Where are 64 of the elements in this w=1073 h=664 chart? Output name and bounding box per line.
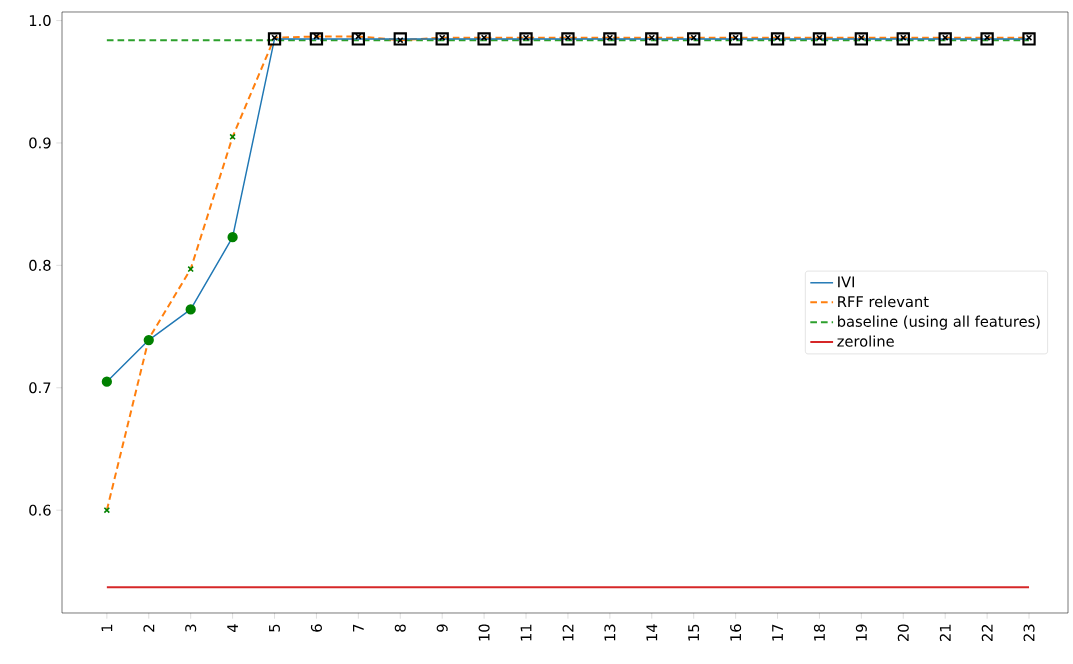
y-tick-label: 0.7 — [29, 382, 51, 394]
x-tick-label: 21 — [939, 624, 951, 641]
legend-label: IVI — [838, 276, 854, 288]
x-tick-label: 7 — [353, 624, 364, 632]
point — [1022, 32, 1036, 46]
point — [435, 32, 449, 46]
x-tick-label: 19 — [855, 624, 867, 641]
point — [561, 32, 575, 46]
point — [393, 32, 407, 46]
point — [227, 232, 238, 243]
point — [313, 33, 320, 40]
y-tick-label: 0.8 — [29, 259, 51, 271]
point — [812, 32, 827, 46]
x-tick-label: 3 — [185, 624, 197, 632]
point — [101, 376, 112, 387]
point — [900, 34, 907, 41]
x-tick-label: 2 — [143, 624, 155, 632]
point — [103, 506, 111, 514]
x-tick-label: 23 — [1023, 624, 1035, 641]
point — [355, 33, 362, 40]
point — [687, 32, 701, 46]
x-tick-label: 14 — [646, 624, 658, 641]
point — [185, 304, 196, 315]
x-tick-label: 10 — [478, 624, 490, 641]
point — [519, 32, 533, 46]
x-tick-label: 16 — [730, 624, 742, 641]
x-tick-label: 18 — [813, 624, 825, 641]
point — [732, 34, 739, 41]
point — [770, 32, 785, 46]
x-tick-label: 8 — [394, 624, 406, 632]
point — [690, 34, 697, 41]
point — [858, 34, 865, 41]
x-tick-label: 22 — [981, 624, 993, 641]
legend-label: RFF relevant — [838, 295, 929, 308]
point — [980, 32, 994, 46]
point — [645, 32, 659, 46]
y-tick-label: 1.0 — [29, 15, 51, 27]
legend-label: zeroline — [837, 335, 894, 347]
point — [438, 34, 446, 41]
point — [477, 32, 491, 46]
point — [309, 32, 324, 46]
point — [854, 32, 869, 46]
x-tick-label: 9 — [436, 624, 448, 632]
x-tick-label: 11 — [520, 624, 532, 641]
point — [938, 32, 952, 46]
x-tick-label: 15 — [688, 624, 700, 641]
point — [728, 32, 743, 46]
x-tick-label: 1 — [101, 624, 113, 632]
x-tick-label: 20 — [897, 624, 909, 641]
x-tick-label: 12 — [562, 624, 574, 641]
y-tick-label: 0.9 — [29, 137, 51, 149]
x-tick-label: 13 — [604, 624, 616, 641]
point — [603, 32, 617, 46]
legend-label: baseline (using all features) — [838, 315, 1040, 330]
y-tick-label: 0.6 — [29, 504, 51, 516]
point — [267, 32, 282, 46]
point — [896, 32, 910, 46]
point — [648, 34, 656, 41]
x-tick-label: 17 — [772, 624, 783, 641]
x-tick-label: 4 — [227, 624, 238, 633]
x-tick-label: 6 — [310, 624, 322, 632]
point — [351, 32, 366, 46]
x-tick-label: 5 — [269, 624, 280, 632]
point — [941, 34, 949, 41]
